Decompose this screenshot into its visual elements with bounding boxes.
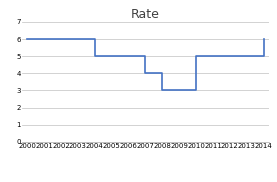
Title: Rate: Rate [131, 8, 160, 21]
